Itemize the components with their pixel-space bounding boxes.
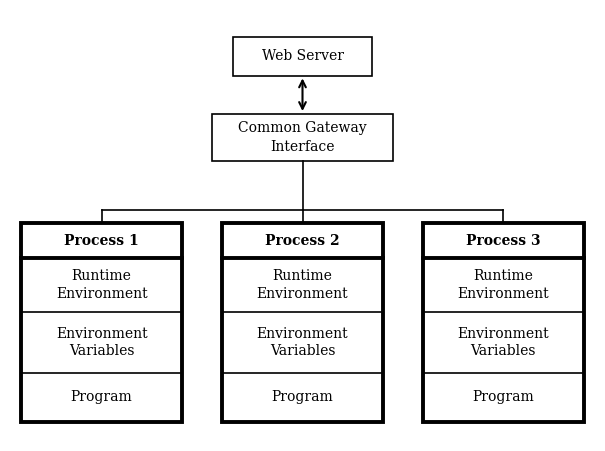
Text: Process 2: Process 2 — [265, 234, 340, 248]
Text: Runtime
Environment: Runtime Environment — [56, 269, 148, 301]
Text: Common Gateway
Interface: Common Gateway Interface — [238, 121, 367, 154]
Text: Environment
Variables: Environment Variables — [257, 327, 348, 358]
Text: Environment
Variables: Environment Variables — [457, 327, 549, 358]
Text: Program: Program — [272, 390, 333, 404]
Bar — [424, 223, 583, 422]
Bar — [233, 37, 372, 76]
Text: Program: Program — [473, 390, 534, 404]
Text: Process 3: Process 3 — [466, 234, 541, 248]
Bar — [212, 114, 393, 161]
Bar — [223, 223, 383, 422]
Text: Web Server: Web Server — [261, 49, 344, 64]
Bar — [22, 223, 182, 422]
Text: Program: Program — [71, 390, 132, 404]
Text: Environment
Variables: Environment Variables — [56, 327, 148, 358]
Text: Runtime
Environment: Runtime Environment — [257, 269, 348, 301]
Text: Runtime
Environment: Runtime Environment — [457, 269, 549, 301]
Text: Process 1: Process 1 — [64, 234, 139, 248]
